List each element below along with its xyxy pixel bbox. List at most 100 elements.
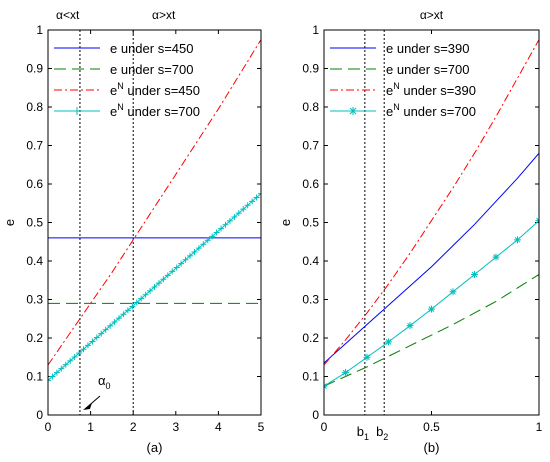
- y-tick-label: 0.3: [302, 293, 319, 307]
- top-label: α<xt: [56, 8, 80, 22]
- data-point: [240, 206, 247, 213]
- x-tick-label: 1: [536, 420, 543, 434]
- legend-superscript: N: [393, 81, 400, 91]
- legend-rest: under s=450: [117, 41, 193, 56]
- data-point: [107, 322, 114, 329]
- legend: e under s=390 e under s=700 eN under s=390…: [330, 41, 476, 119]
- y-tick-label: 0.8: [26, 100, 43, 114]
- legend-marker: [349, 107, 357, 115]
- legend-base: e: [110, 62, 117, 77]
- data-point: [49, 373, 56, 380]
- x-tick-label: 4: [215, 420, 222, 434]
- annotation-alpha0: α0: [98, 373, 111, 391]
- plot-area: [48, 30, 261, 415]
- x-tick-label: 1: [87, 420, 94, 434]
- y-tick-label: 1: [312, 23, 319, 37]
- legend-label: e under s=700: [110, 62, 194, 77]
- data-point: [258, 190, 261, 197]
- annotation-arrow-head: [82, 403, 92, 410]
- legend-label: eN under s=700: [110, 102, 200, 119]
- data-point: [48, 377, 51, 384]
- data-point: [226, 217, 233, 224]
- series-line: [324, 39, 539, 366]
- x-tick-label: 0: [45, 420, 52, 434]
- data-point: [84, 342, 91, 349]
- data-point: [363, 353, 371, 361]
- series-line: [324, 220, 539, 387]
- y-tick-label: 0.1: [26, 370, 43, 384]
- data-point: [133, 299, 140, 306]
- data-point: [173, 264, 180, 271]
- y-tick-label: 0.4: [26, 254, 43, 268]
- data-point: [164, 272, 171, 279]
- y-tick-label: 0.5: [302, 216, 319, 230]
- data-point: [178, 260, 185, 267]
- annotation-sub: 0: [106, 381, 111, 391]
- legend-label: eN under s=390: [386, 81, 476, 98]
- legend-label: e under s=450: [110, 41, 194, 56]
- data-point: [80, 346, 87, 353]
- legend-rest: under s=450: [124, 83, 200, 98]
- annotation-base: α: [98, 373, 106, 388]
- legend-base: e: [386, 104, 393, 119]
- legend-base: e: [110, 104, 117, 119]
- y-tick-label: 0.3: [26, 293, 43, 307]
- data-point: [142, 291, 149, 298]
- plot-area: [324, 30, 539, 415]
- legend: e under s=450 e under s=700 eN under s=450…: [54, 41, 200, 119]
- series-line: [48, 39, 261, 366]
- vline-label: b1: [357, 424, 369, 442]
- top-label: α>xt: [152, 8, 176, 22]
- y-tick-label: 0.4: [302, 254, 319, 268]
- data-point: [124, 307, 131, 314]
- x-tick-label: 3: [172, 420, 179, 434]
- legend-label: eN under s=700: [386, 102, 476, 119]
- data-point: [406, 322, 414, 330]
- data-point: [249, 198, 256, 205]
- y-tick-label: 1: [36, 23, 43, 37]
- panel-label: (a): [147, 440, 163, 455]
- y-tick-label: 0.8: [302, 100, 319, 114]
- y-axis-label: e: [278, 219, 293, 226]
- series-line: [324, 152, 539, 364]
- data-point: [53, 369, 60, 376]
- data-point: [129, 303, 136, 310]
- legend-label: e under s=700: [386, 62, 470, 77]
- legend-rest: under s=390: [393, 41, 469, 56]
- legend-base: e: [386, 83, 393, 98]
- legend-marker: [73, 107, 81, 115]
- data-point: [71, 354, 78, 361]
- y-tick-label: 0.7: [302, 139, 319, 153]
- x-tick-label: 0: [321, 420, 328, 434]
- data-point: [514, 236, 521, 244]
- data-point: [98, 330, 105, 337]
- data-point: [147, 287, 154, 294]
- panel-a: 0 0.1 0.2 0.3 0.4 0.5 0.6 0.7 0.8 0.9 1 0 1 2 3 4 5 e (a) α…: [2, 8, 265, 455]
- data-point: [151, 283, 158, 290]
- data-point: [492, 253, 500, 261]
- data-point: [428, 305, 435, 313]
- data-point: [222, 221, 229, 228]
- vline-label: b2: [376, 424, 388, 442]
- data-point: [102, 326, 109, 333]
- legend-base: e: [110, 41, 117, 56]
- data-point: [116, 315, 122, 322]
- y-tick-label: 0.9: [302, 62, 319, 76]
- data-point: [204, 237, 211, 244]
- data-point: [244, 202, 251, 209]
- data-point: [253, 194, 260, 201]
- data-point: [182, 256, 189, 263]
- data-point: [342, 369, 349, 377]
- data-point: [471, 270, 478, 278]
- data-point: [62, 361, 69, 368]
- data-point: [155, 280, 162, 287]
- y-tick-label: 0.2: [26, 331, 43, 345]
- data-point: [111, 318, 118, 325]
- data-point: [76, 350, 83, 357]
- legend-label: eN under s=450: [110, 81, 200, 98]
- legend-rest: under s=700: [393, 62, 469, 77]
- data-point: [195, 245, 202, 252]
- vline-label-sub: 2: [383, 432, 388, 442]
- y-tick-label: 0.5: [26, 216, 43, 230]
